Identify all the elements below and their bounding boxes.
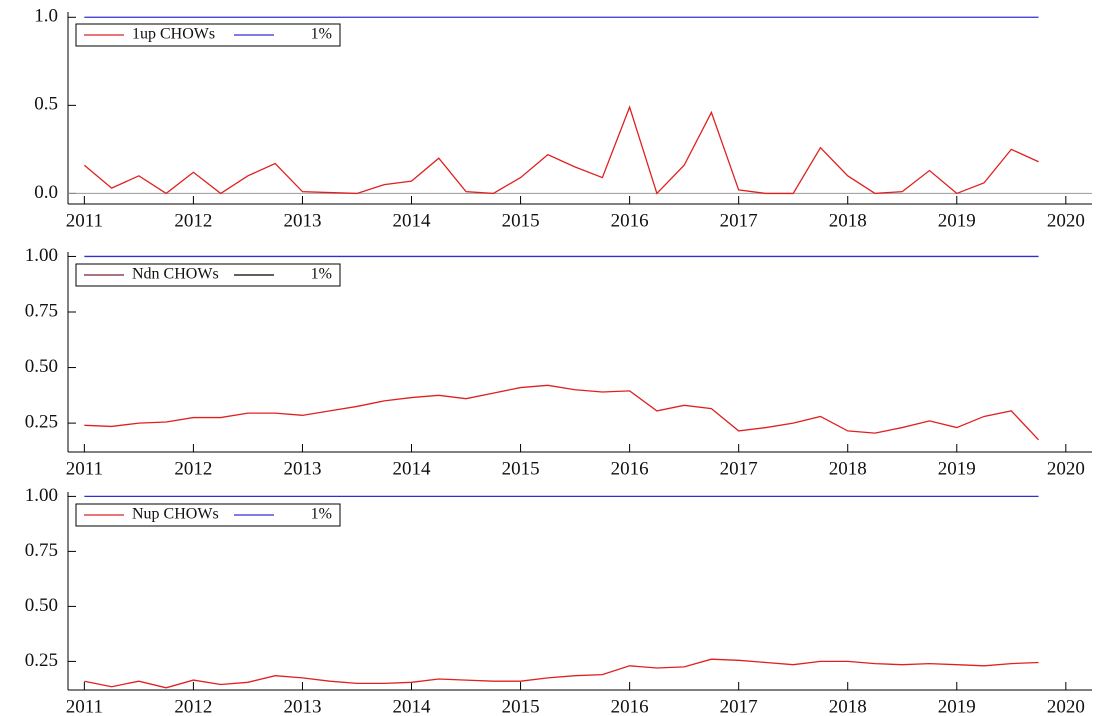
panel: 0.0 0.5 1.0 2011 2012 2013 2014 2015 2016 2017 201…: [34, 6, 1092, 231]
y-tick-label: 0.5: [34, 94, 58, 115]
x-tick-label: 2019: [938, 458, 976, 479]
y-tick-label: 0.75: [25, 540, 58, 561]
x-tick-label: 2017: [720, 210, 758, 231]
y-tick-label: 0.25: [25, 650, 58, 671]
x-tick-label: 2011: [66, 696, 103, 716]
series-line: [83, 105, 1039, 195]
x-tick-label: 2015: [502, 210, 540, 231]
legend-label: Ndn CHOWs: [132, 266, 219, 283]
series-line: [84, 658, 1039, 689]
legend-label: 1%: [311, 266, 332, 283]
y-tick-label: 0.50: [25, 356, 58, 377]
y-tick-label: 1.00: [25, 485, 58, 506]
x-tick-label: 2020: [1047, 210, 1085, 231]
y-tick-label: 0.50: [25, 595, 58, 616]
x-tick-label: 2020: [1047, 696, 1085, 716]
series-line: [84, 384, 1040, 441]
x-tick-label: 2017: [720, 458, 758, 479]
legend: Nup CHOWs 1%: [75, 503, 341, 527]
y-tick-label: 0.0: [34, 182, 58, 203]
x-tick-label: 2011: [66, 458, 103, 479]
legend: 1up CHOWs 1%: [75, 23, 341, 47]
y-tick-label: 1.0: [34, 6, 58, 27]
x-tick-label: 2014: [393, 210, 432, 231]
x-tick-label: 2016: [611, 696, 649, 716]
x-tick-label: 2013: [283, 696, 321, 716]
legend-label: 1%: [311, 506, 332, 523]
x-tick-label: 2016: [611, 210, 649, 231]
x-tick-label: 2016: [611, 458, 649, 479]
x-tick-label: 2015: [502, 696, 540, 716]
x-tick-label: 2018: [829, 696, 867, 716]
y-tick-label: 0.75: [25, 300, 58, 321]
legend-label: 1%: [311, 26, 332, 43]
y-tick-label: 1.00: [25, 245, 58, 266]
x-tick-label: 2013: [283, 458, 321, 479]
x-tick-label: 2019: [938, 696, 976, 716]
x-tick-label: 2012: [174, 210, 212, 231]
legend-label: 1up CHOWs: [132, 26, 215, 43]
panel: 0.25 0.50 0.75 1.00 2011 2012 2013 2014 2015 2016…: [25, 485, 1092, 716]
x-tick-label: 2020: [1047, 458, 1085, 479]
x-tick-label: 2012: [174, 458, 212, 479]
x-tick-label: 2019: [938, 210, 976, 231]
legend-label: Nup CHOWs: [132, 506, 219, 523]
y-tick-label: 0.25: [25, 411, 58, 432]
x-tick-label: 2011: [66, 210, 103, 231]
legend: Ndn CHOWs 1%: [75, 263, 341, 287]
x-tick-label: 2012: [174, 696, 212, 716]
x-tick-label: 2018: [829, 210, 867, 231]
x-tick-label: 2014: [393, 458, 432, 479]
x-tick-label: 2014: [393, 696, 432, 716]
x-tick-label: 2013: [283, 210, 321, 231]
panel: 0.25 0.50 0.75 1.00 2011 2012 2013 2014 2015 2016…: [25, 245, 1092, 479]
x-tick-label: 2015: [502, 458, 540, 479]
legend-box: [75, 503, 341, 527]
x-tick-label: 2018: [829, 458, 867, 479]
legend-box: [75, 23, 341, 47]
x-tick-label: 2017: [720, 696, 758, 716]
legend-box: [75, 263, 341, 287]
